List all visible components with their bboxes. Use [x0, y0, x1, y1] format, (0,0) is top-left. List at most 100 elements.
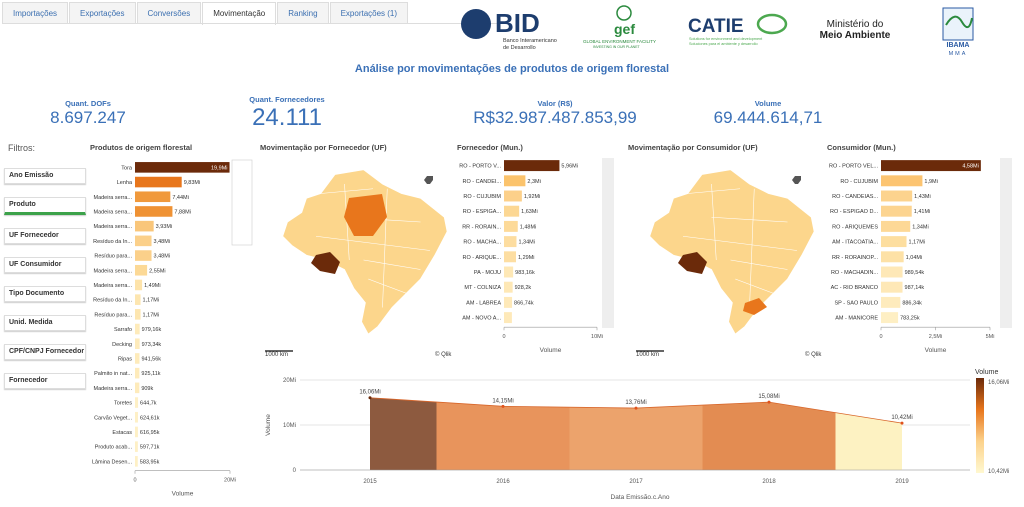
value-label: 1,9Mi: [924, 179, 937, 185]
tab-bar: Importações Exportações Conversões Moviment…: [2, 2, 409, 25]
gef-sub: INVESTING IN OUR PLANET: [593, 45, 641, 49]
value-label: 9,83Mi: [184, 180, 201, 186]
value-label: 983,16k: [515, 270, 535, 276]
category-label: AC - RIO BRANCO: [831, 285, 879, 291]
filter-button[interactable]: Unid. Medida: [4, 315, 86, 331]
bar: [135, 162, 230, 173]
map-title: Movimentação por Consumidor (UF): [628, 143, 758, 152]
category-label: Resíduo para...: [94, 254, 132, 260]
category-label: Resíduo da In...: [93, 298, 132, 304]
category-label: RO - ESPIGAO D...: [830, 209, 878, 215]
x-tick-label: 0: [879, 334, 882, 340]
value-label: 616,95k: [140, 430, 160, 436]
bar: [135, 441, 138, 452]
x-tick-label: 2015: [363, 479, 377, 485]
tab[interactable]: Ranking: [277, 2, 329, 24]
bar: [881, 296, 901, 308]
bar: [504, 281, 513, 293]
filter-button[interactable]: Tipo Documento: [4, 286, 86, 302]
category-label: Toretes: [114, 401, 132, 407]
x-tick-label: 0: [502, 334, 505, 340]
area-band: [835, 412, 902, 470]
filter-button[interactable]: UF Fornecedor: [4, 228, 86, 244]
kpi-label: Volume: [754, 99, 782, 108]
bid-sub: Banco Interamericano: [503, 38, 557, 44]
value-label: 1,48Mi: [520, 224, 537, 230]
x-tick-label: 10Mi: [591, 334, 603, 340]
bar: [135, 191, 171, 203]
category-label: RO - ARIQUE...: [462, 255, 501, 261]
filter-button[interactable]: Fornecedor: [4, 373, 86, 389]
ministerio-logo: Ministério do: [827, 19, 884, 30]
bar: [881, 281, 903, 293]
filter-button[interactable]: Ano Emissão: [4, 168, 86, 184]
tab[interactable]: Importações: [2, 2, 69, 24]
x-tick-label: 2016: [496, 479, 510, 485]
kpi-card: Valor (R$) R$32.987.487.853,99: [445, 99, 665, 128]
bar: [881, 312, 899, 324]
kpi-value: R$32.987.487.853,99: [473, 108, 637, 127]
tab[interactable]: Exportações: [69, 2, 136, 24]
category-label: Tora: [121, 165, 133, 171]
value-label: 597,71k: [140, 445, 160, 451]
y-tick-label: 0: [293, 468, 297, 474]
value-label: 1,49Mi: [144, 283, 161, 289]
tab[interactable]: Movimentação: [202, 2, 277, 25]
state-highlight: [678, 252, 707, 274]
category-label: Madeira serra...: [93, 386, 132, 392]
value-label: 7,88Mi: [174, 209, 191, 215]
home-icon: [424, 176, 433, 184]
value-label: 644,7k: [140, 401, 157, 407]
value-label: 3,93Mi: [156, 224, 173, 230]
data-point: [634, 406, 638, 410]
value-label: 989,54k: [905, 270, 925, 276]
y-tick-label: 10Mi: [283, 423, 296, 429]
category-label: RO - CANDEIAS...: [832, 194, 878, 200]
scrollbar: [1000, 158, 1012, 328]
value-label: 1,63Mi: [521, 209, 538, 215]
category-label: Madeira serra...: [93, 283, 132, 289]
bar: [504, 266, 514, 278]
kpi-value: 24.111: [252, 104, 322, 131]
category-label: RO - MACHA...: [463, 240, 501, 246]
filter-button[interactable]: Produto: [4, 197, 86, 215]
kpi-label: Valor (R$): [537, 99, 573, 108]
filter-button[interactable]: CPF/CNPJ Fornecedor: [4, 344, 86, 360]
area-band: [569, 405, 703, 470]
legend-bar: [976, 378, 984, 473]
home-icon: [792, 176, 801, 184]
ibama-leaf: [945, 15, 973, 29]
value-label: 909k: [141, 386, 153, 392]
map-title: Movimentação por Fornecedor (UF): [260, 143, 387, 152]
data-point: [900, 421, 904, 425]
bar: [504, 220, 518, 232]
value-label: 973,34k: [142, 342, 162, 348]
kpi-label: Quant. Fornecedores: [249, 95, 325, 104]
value-label: 14,15Mi: [492, 398, 513, 404]
value-label: 1,34Mi: [518, 240, 535, 246]
bar: [135, 220, 154, 232]
bar: [135, 338, 140, 350]
kpi-value: 8.697.247: [50, 108, 126, 127]
gef-icon: [616, 5, 632, 21]
bar: [504, 251, 516, 263]
bar: [135, 250, 152, 261]
gef-logo: gef: [614, 21, 635, 37]
bar: [881, 236, 907, 248]
tab[interactable]: Conversões: [136, 2, 202, 24]
tab[interactable]: Exportações (1): [329, 2, 409, 24]
kpi-card: Quant. DOFs 8.697.247: [0, 99, 198, 128]
bar: [135, 353, 140, 364]
value-label: 3,48Mi: [154, 254, 171, 260]
chart-title: Produtos de origem florestal: [90, 143, 192, 152]
category-label: RO - CANDEI...: [462, 179, 501, 185]
filter-button[interactable]: UF Consumidor: [4, 257, 86, 273]
tab-divider: [2, 23, 502, 24]
bar: [881, 251, 904, 263]
category-label: RR - RORAINOP...: [832, 255, 879, 261]
category-label: RO - CUJUBIM: [840, 179, 878, 185]
chart-title: Fornecedor (Mun.): [457, 143, 523, 152]
category-label: Madeira serra...: [93, 268, 132, 274]
map-shape: [649, 169, 815, 335]
x-tick-label: 0: [133, 478, 136, 484]
